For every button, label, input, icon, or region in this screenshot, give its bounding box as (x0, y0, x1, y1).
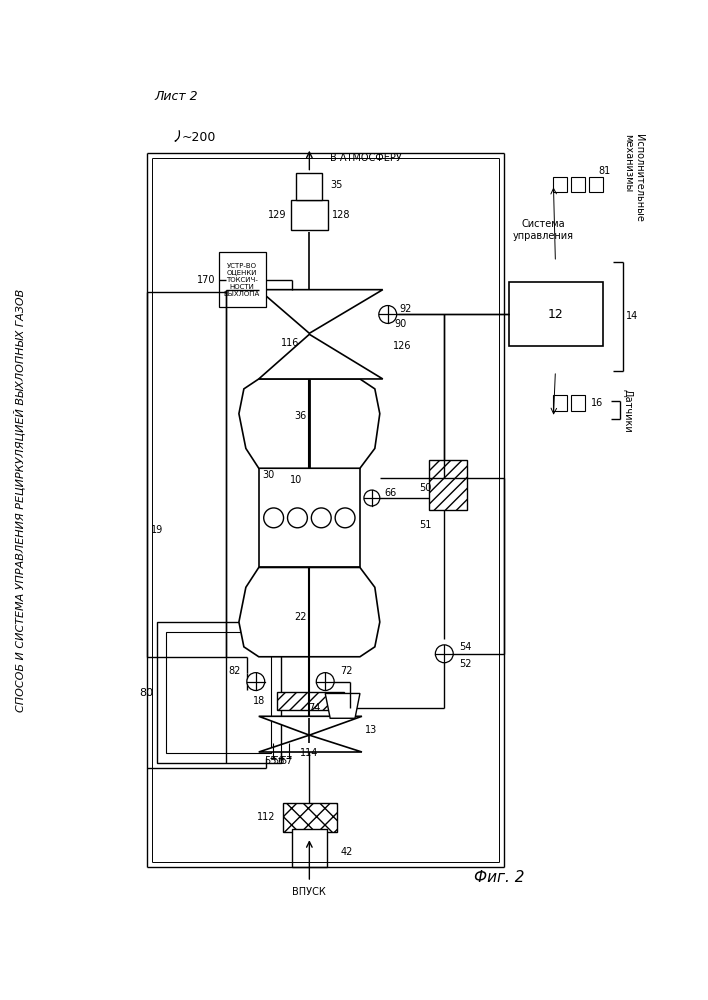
Circle shape (435, 645, 453, 663)
Text: 90: 90 (394, 319, 407, 329)
Text: 66: 66 (384, 488, 397, 498)
Bar (277, 692, 344, 710)
Text: СПОСОБ И СИСТЕМА УПРАВЛЕНИЯ РЕЦИРКУЛЯЦИЕЙ ВЫХЛОПНЫХ ГАЗОВ: СПОСОБ И СИСТЕМА УПРАВЛЕНИЯ РЕЦИРКУЛЯЦИЕ… (13, 288, 25, 712)
Polygon shape (239, 379, 379, 468)
Circle shape (263, 508, 284, 528)
Text: 81: 81 (598, 166, 610, 176)
Text: 92: 92 (399, 304, 412, 314)
Text: 42: 42 (340, 847, 353, 857)
Text: 56: 56 (273, 756, 285, 766)
Text: Система
управления: Система управления (513, 219, 574, 241)
Text: 35: 35 (330, 180, 343, 190)
Text: В АТМОСФЕРУ: В АТМОСФЕРУ (330, 153, 402, 163)
Bar (156, 622, 280, 763)
Text: 82: 82 (229, 666, 241, 676)
Text: Исполнительные
механизмы: Исполнительные механизмы (623, 134, 644, 221)
Text: 116: 116 (280, 338, 299, 348)
Bar (258, 468, 360, 567)
Bar (290, 200, 329, 230)
Bar (292, 829, 327, 867)
Bar (571, 395, 586, 411)
Text: 36: 36 (295, 411, 307, 421)
Bar (509, 282, 603, 346)
Text: 55: 55 (264, 756, 277, 766)
Text: 126: 126 (393, 341, 411, 351)
Bar (554, 177, 567, 192)
Circle shape (312, 508, 331, 528)
Text: 30: 30 (263, 470, 275, 480)
Bar (554, 395, 567, 411)
Text: Датчики: Датчики (623, 389, 633, 433)
Text: 112: 112 (257, 812, 275, 822)
Text: 18: 18 (253, 696, 266, 706)
Bar (297, 173, 322, 200)
Text: 19: 19 (152, 525, 164, 535)
Text: ~200: ~200 (181, 131, 216, 144)
Text: 13: 13 (365, 725, 377, 735)
Circle shape (379, 306, 396, 323)
Circle shape (364, 490, 379, 506)
Polygon shape (258, 716, 362, 735)
Text: 114: 114 (300, 748, 319, 758)
Polygon shape (258, 334, 383, 379)
Text: 22: 22 (294, 612, 307, 622)
Polygon shape (325, 693, 360, 718)
Polygon shape (258, 735, 362, 752)
Text: 80: 80 (139, 688, 154, 698)
Text: 129: 129 (268, 210, 287, 220)
Text: ВПУСК: ВПУСК (292, 887, 326, 897)
Text: Фиг. 2: Фиг. 2 (474, 870, 524, 885)
Text: 54: 54 (459, 642, 472, 652)
Bar (166, 632, 270, 753)
Text: 170: 170 (197, 275, 215, 285)
Text: 128: 128 (332, 210, 350, 220)
Text: 12: 12 (547, 308, 564, 321)
Circle shape (287, 508, 307, 528)
Polygon shape (239, 567, 379, 657)
Bar (571, 177, 586, 192)
Circle shape (335, 508, 355, 528)
Text: 10: 10 (290, 475, 302, 485)
Text: Лист 2: Лист 2 (154, 90, 198, 103)
Text: 50: 50 (419, 483, 431, 493)
FancyArrowPatch shape (175, 131, 180, 141)
Text: 14: 14 (626, 311, 638, 321)
Text: 52: 52 (459, 659, 472, 669)
Circle shape (316, 673, 334, 690)
Text: 51: 51 (419, 520, 431, 530)
Bar (219, 252, 266, 307)
Bar (589, 177, 603, 192)
Bar (430, 460, 467, 510)
Text: 72: 72 (340, 666, 353, 676)
Text: 74: 74 (308, 703, 320, 713)
Text: 16: 16 (591, 398, 603, 408)
Polygon shape (258, 290, 383, 333)
Text: 57: 57 (280, 756, 293, 766)
Bar (282, 803, 337, 832)
Circle shape (247, 673, 265, 690)
Text: УСТР-ВО
ОЦЕНКИ
ТОКСИЧ-
НОСТИ
ВЫХЛОПА: УСТР-ВО ОЦЕНКИ ТОКСИЧ- НОСТИ ВЫХЛОПА (224, 263, 260, 297)
